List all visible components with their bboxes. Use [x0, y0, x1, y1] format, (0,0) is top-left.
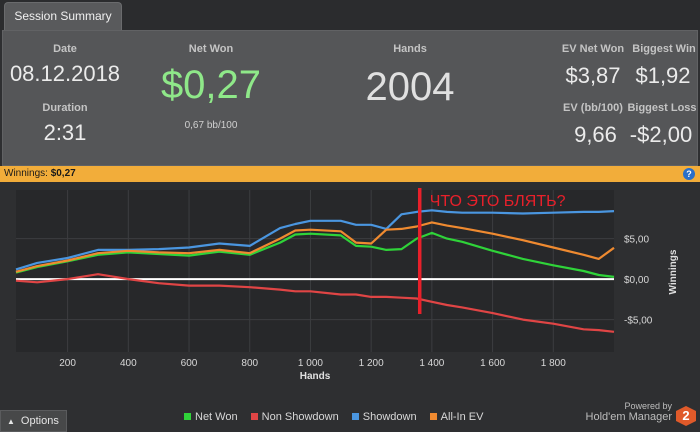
net-won-label: Net Won	[188, 43, 234, 55]
x-tick-label: 800	[241, 358, 258, 369]
legend-item-net-won[interactable]: Net Won	[184, 411, 238, 423]
winnings-bar: Winnings: $0,27 ?	[0, 166, 700, 182]
legend-swatch	[351, 413, 359, 420]
hands-value: 2004	[365, 65, 455, 109]
y-tick-labels: -$5,00 $0,00 $5,00	[624, 235, 653, 327]
plot-area	[16, 190, 614, 352]
winnings-bar-value: $0,27	[50, 168, 76, 179]
y-tick-label: $0,00	[624, 275, 649, 286]
legend-item-showdown[interactable]: Showdown	[351, 411, 417, 423]
branding: Powered by Hold'em Manager	[586, 401, 672, 423]
biggest-win-label: Biggest Win	[632, 43, 696, 55]
chart-series	[15, 209, 615, 333]
annotation: ЧТО ЭТО БЛЯТЬ?	[417, 188, 566, 314]
legend-swatch	[184, 413, 191, 420]
biggest-win-value: $1,92	[635, 63, 691, 88]
legend-label: Showdown	[362, 411, 417, 423]
date-label: Date	[53, 43, 77, 55]
ev-bb100-value: 9,66	[574, 122, 617, 147]
x-tick-label: 200	[59, 358, 76, 369]
options-button[interactable]: ▲ Options	[0, 410, 67, 432]
legend-swatch	[429, 413, 437, 420]
x-tick-label: 1 400	[419, 358, 444, 369]
net-won-bb100: 0,67 bb/100	[184, 120, 238, 131]
biggest-loss-label: Biggest Loss	[627, 102, 697, 114]
legend-swatch	[250, 413, 258, 420]
tab-session-summary[interactable]: Session Summary	[4, 2, 122, 30]
winnings-bar-label: Winnings:	[4, 168, 48, 179]
duration-value: 2:31	[43, 120, 87, 145]
x-tick-labels: 200 400 600 800 1 000 1 200 1 400 1 600 1 800	[59, 358, 566, 369]
hands-label: Hands	[393, 43, 427, 55]
net-won-value: $0,27	[160, 63, 262, 107]
winnings-chart: 200 400 600 800 1 000 1 200 1 400 1 600 1 800 -$…	[0, 182, 700, 432]
biggest-loss-value: -$2,00	[629, 122, 693, 147]
legend-item-all-in-ev[interactable]: All-In EV	[429, 411, 484, 423]
x-tick-label: 1 000	[298, 358, 323, 369]
session-summary-panel: Date 08.12.2018 Duration 2:31 Net Won $0…	[2, 30, 698, 166]
legend-label: Net Won	[195, 411, 238, 423]
chevron-up-icon: ▲	[7, 417, 15, 426]
powered-by-text: Powered by	[624, 401, 672, 411]
ev-net-won-label: EV Net Won	[561, 43, 625, 55]
series-line-all-in-ev	[15, 221, 615, 273]
series-line-non-showdown	[15, 273, 615, 333]
x-tick-label: 400	[120, 358, 137, 369]
y-tick-label: -$5,00	[624, 316, 653, 327]
x-tick-label: 600	[181, 358, 198, 369]
legend-item-non-showdown[interactable]: Non Showdown	[250, 411, 339, 423]
legend-label: All-In EV	[440, 411, 484, 423]
annotation-text: ЧТО ЭТО БЛЯТЬ?	[430, 193, 566, 210]
ev-bb100-label: EV (bb/100)	[563, 102, 623, 114]
x-tick-label: 1 200	[359, 358, 384, 369]
x-tick-label: 1 800	[541, 358, 566, 369]
options-button-label: Options	[20, 415, 59, 427]
help-icon[interactable]: ?	[683, 168, 695, 180]
y-tick-label: $5,00	[624, 235, 649, 246]
series-line-net-won	[15, 231, 615, 278]
ev-net-won-value: $3,87	[565, 63, 621, 88]
winnings-chart-svg: 200 400 600 800 1 000 1 200 1 400 1 600 1 800 -$…	[15, 188, 679, 382]
y-axis-label: Winnings	[668, 249, 679, 294]
chart-legend: Net Won Non Showdown Showdown All-In EV	[184, 411, 493, 423]
duration-label: Duration	[42, 102, 88, 114]
legend-label: Non Showdown	[261, 411, 339, 423]
date-value: 08.12.2018	[9, 61, 121, 86]
tab-bar: Session Summary	[0, 0, 700, 30]
x-axis-label: Hands	[300, 371, 331, 382]
hem-brand-text: Hold'em Manager	[585, 411, 672, 423]
hm2-logo-icon: 2	[676, 406, 696, 426]
series-line-showdown	[15, 209, 615, 271]
x-tick-label: 1 600	[480, 358, 505, 369]
